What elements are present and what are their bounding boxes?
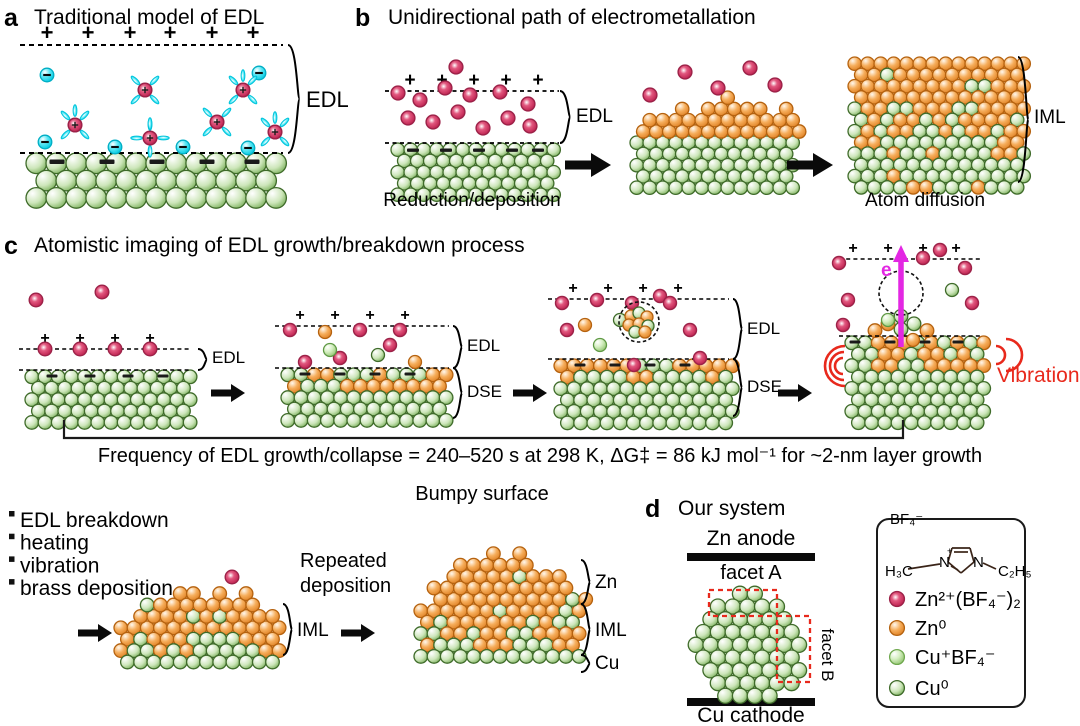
svg-text:N: N — [973, 554, 984, 571]
svg-text:Zn anode: Zn anode — [707, 527, 796, 550]
svg-text:+: + — [848, 240, 857, 257]
svg-text:EDL: EDL — [212, 348, 245, 367]
svg-text:Frequency of EDL growth/collap: Frequency of EDL growth/collapse = 240–5… — [98, 445, 982, 467]
svg-text:+: + — [568, 280, 577, 297]
svg-text:IML: IML — [595, 620, 627, 641]
svg-text:N: N — [939, 554, 950, 571]
svg-text:EDL: EDL — [747, 319, 780, 338]
svg-text:DSE: DSE — [747, 377, 782, 396]
svg-text:Repeated: Repeated — [300, 550, 387, 572]
svg-text:+: + — [603, 280, 612, 297]
svg-text:EDL: EDL — [306, 87, 349, 112]
svg-text:+: + — [295, 307, 304, 324]
svg-text:EDL: EDL — [576, 106, 613, 127]
svg-text:+: + — [404, 70, 415, 91]
svg-text:+: + — [400, 307, 409, 324]
svg-text:Cu⁺BF₄⁻: Cu⁺BF₄⁻ — [915, 647, 995, 669]
svg-text:+: + — [532, 70, 543, 91]
svg-text:C₂H₅: C₂H₅ — [998, 563, 1032, 580]
svg-text:Bumpy surface: Bumpy surface — [415, 483, 548, 505]
svg-text:Zn²⁺(BF₄⁻)₂: Zn²⁺(BF₄⁻)₂ — [915, 589, 1021, 611]
svg-text:Cu cathode: Cu cathode — [697, 704, 804, 726]
svg-text:Zn⁰: Zn⁰ — [915, 618, 946, 640]
svg-text:facet A: facet A — [720, 562, 782, 584]
svg-text:BF₄⁻: BF₄⁻ — [890, 511, 923, 528]
svg-text:deposition: deposition — [300, 575, 391, 597]
svg-text:heating: heating — [20, 532, 89, 555]
svg-text:Reduction/deposition: Reduction/deposition — [383, 190, 560, 211]
svg-text:H₃C: H₃C — [885, 563, 913, 580]
svg-text:e: e — [881, 260, 892, 281]
svg-text:−: − — [895, 253, 903, 269]
svg-text:Zn: Zn — [595, 572, 617, 593]
svg-text:+: + — [673, 280, 682, 297]
svg-text:+: + — [638, 280, 647, 297]
svg-text:+: + — [947, 546, 952, 556]
svg-text:+: + — [330, 307, 339, 324]
svg-text:Atom diffusion: Atom diffusion — [865, 190, 985, 211]
svg-text:vibration: vibration — [20, 554, 99, 577]
svg-text:IML: IML — [297, 620, 329, 641]
svg-text:Vibration: Vibration — [997, 364, 1080, 387]
svg-text:EDL: EDL — [467, 336, 500, 355]
svg-text:+: + — [365, 307, 374, 324]
svg-text:Cu⁰: Cu⁰ — [915, 678, 949, 700]
svg-text:Cu: Cu — [595, 653, 619, 674]
svg-text:+: + — [883, 240, 892, 257]
svg-text:facet B: facet B — [818, 629, 837, 682]
svg-text:brass deposition: brass deposition — [20, 577, 173, 600]
svg-text:DSE: DSE — [467, 382, 502, 401]
svg-text:+: + — [951, 240, 960, 257]
svg-text:IML: IML — [1034, 107, 1066, 128]
svg-text:EDL breakdown: EDL breakdown — [20, 509, 169, 532]
